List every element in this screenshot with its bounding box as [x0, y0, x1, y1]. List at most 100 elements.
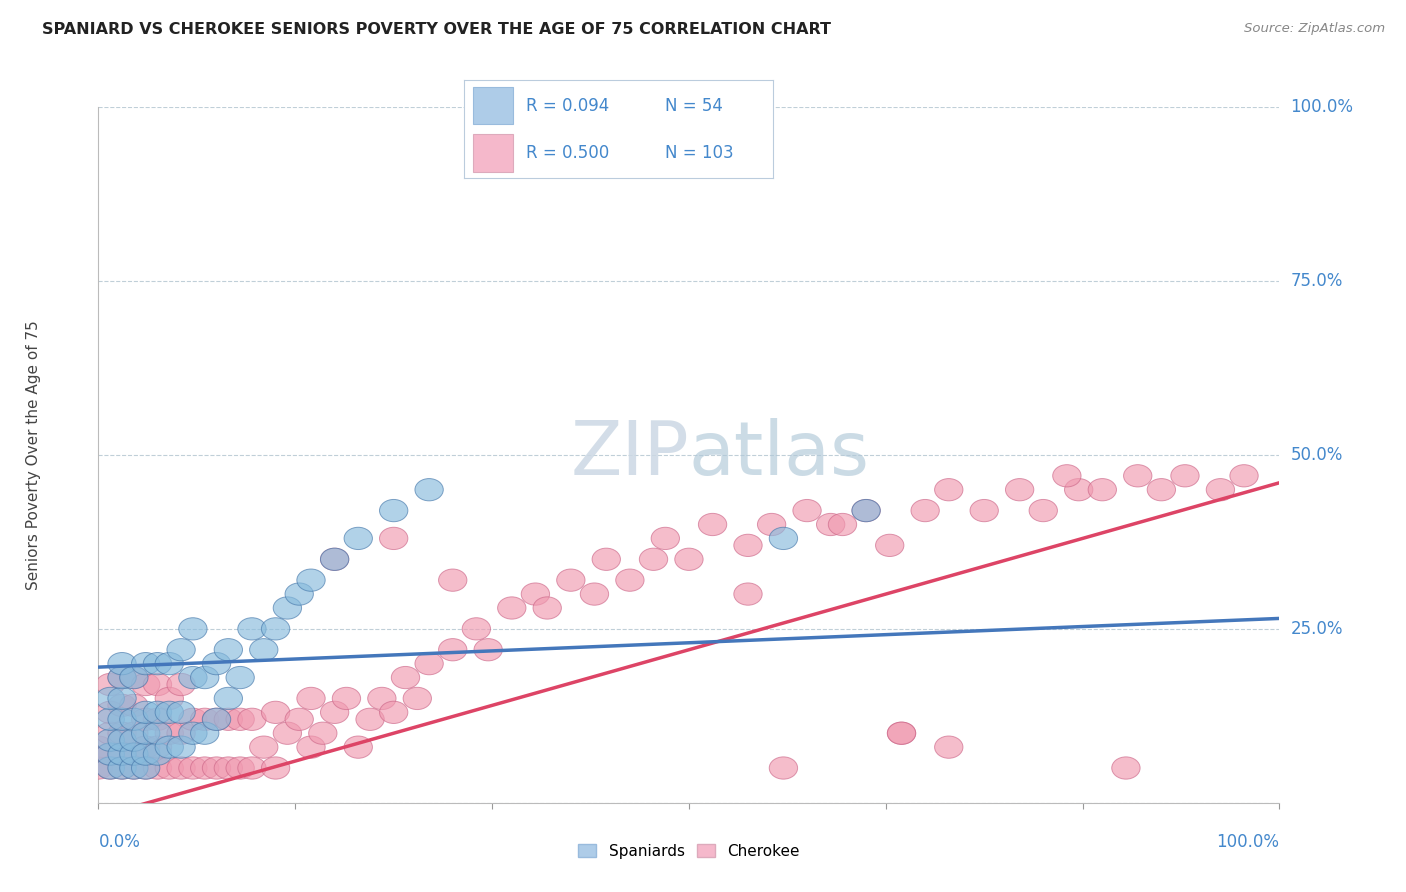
Ellipse shape [143, 743, 172, 765]
Ellipse shape [214, 639, 242, 661]
Ellipse shape [332, 688, 360, 709]
Ellipse shape [852, 500, 880, 522]
Ellipse shape [120, 723, 148, 744]
Text: 25.0%: 25.0% [1291, 620, 1343, 638]
Ellipse shape [1147, 479, 1175, 500]
Ellipse shape [167, 639, 195, 661]
Ellipse shape [143, 653, 172, 674]
Ellipse shape [557, 569, 585, 591]
Ellipse shape [297, 736, 325, 758]
Ellipse shape [769, 757, 797, 779]
Text: atlas: atlas [689, 418, 870, 491]
Ellipse shape [96, 701, 124, 723]
Ellipse shape [439, 639, 467, 661]
Ellipse shape [616, 569, 644, 591]
Text: R = 0.500: R = 0.500 [526, 144, 609, 161]
Ellipse shape [404, 688, 432, 709]
Text: SPANIARD VS CHEROKEE SENIORS POVERTY OVER THE AGE OF 75 CORRELATION CHART: SPANIARD VS CHEROKEE SENIORS POVERTY OVE… [42, 22, 831, 37]
Ellipse shape [155, 757, 183, 779]
Ellipse shape [1206, 479, 1234, 500]
Ellipse shape [321, 549, 349, 570]
Ellipse shape [651, 527, 679, 549]
Ellipse shape [498, 597, 526, 619]
Ellipse shape [108, 708, 136, 731]
Text: 0.0%: 0.0% [98, 833, 141, 851]
Ellipse shape [108, 688, 136, 709]
Ellipse shape [120, 666, 148, 689]
Ellipse shape [474, 639, 502, 661]
Ellipse shape [285, 708, 314, 731]
Ellipse shape [202, 708, 231, 731]
Ellipse shape [734, 583, 762, 605]
Ellipse shape [132, 757, 160, 779]
Ellipse shape [167, 673, 195, 696]
Ellipse shape [1005, 479, 1033, 500]
Ellipse shape [179, 723, 207, 744]
Ellipse shape [167, 701, 195, 723]
Ellipse shape [226, 757, 254, 779]
Ellipse shape [297, 688, 325, 709]
Ellipse shape [120, 757, 148, 779]
Ellipse shape [108, 729, 136, 751]
Ellipse shape [344, 527, 373, 549]
Text: Seniors Poverty Over the Age of 75: Seniors Poverty Over the Age of 75 [25, 320, 41, 590]
Ellipse shape [1123, 465, 1152, 487]
Ellipse shape [108, 743, 136, 765]
Ellipse shape [463, 618, 491, 640]
Ellipse shape [120, 743, 148, 765]
Ellipse shape [179, 757, 207, 779]
Ellipse shape [321, 549, 349, 570]
Ellipse shape [380, 527, 408, 549]
Ellipse shape [191, 708, 219, 731]
Ellipse shape [250, 736, 278, 758]
Ellipse shape [132, 708, 160, 731]
Ellipse shape [132, 653, 160, 674]
Ellipse shape [226, 708, 254, 731]
Ellipse shape [96, 757, 124, 779]
Text: ZIP: ZIP [571, 418, 689, 491]
Ellipse shape [238, 708, 266, 731]
Ellipse shape [120, 708, 148, 731]
Ellipse shape [911, 500, 939, 522]
Ellipse shape [321, 701, 349, 723]
Ellipse shape [96, 757, 124, 779]
Ellipse shape [273, 597, 301, 619]
Ellipse shape [191, 723, 219, 744]
Ellipse shape [380, 500, 408, 522]
Ellipse shape [415, 479, 443, 500]
Ellipse shape [250, 639, 278, 661]
Ellipse shape [214, 757, 242, 779]
Ellipse shape [96, 673, 124, 696]
Ellipse shape [108, 757, 136, 779]
Text: 100.0%: 100.0% [1291, 98, 1354, 116]
Text: 75.0%: 75.0% [1291, 272, 1343, 290]
Ellipse shape [155, 723, 183, 744]
Text: 100.0%: 100.0% [1216, 833, 1279, 851]
Ellipse shape [380, 701, 408, 723]
Ellipse shape [1064, 479, 1092, 500]
Ellipse shape [1053, 465, 1081, 487]
Ellipse shape [238, 757, 266, 779]
Ellipse shape [132, 673, 160, 696]
Ellipse shape [179, 666, 207, 689]
Ellipse shape [143, 701, 172, 723]
Ellipse shape [120, 694, 148, 716]
Ellipse shape [356, 708, 384, 731]
Ellipse shape [273, 723, 301, 744]
Ellipse shape [155, 653, 183, 674]
Ellipse shape [108, 666, 136, 689]
Ellipse shape [581, 583, 609, 605]
Ellipse shape [96, 743, 124, 765]
Ellipse shape [120, 729, 148, 751]
Ellipse shape [120, 666, 148, 689]
Ellipse shape [155, 701, 183, 723]
Ellipse shape [533, 597, 561, 619]
Ellipse shape [852, 500, 880, 522]
Ellipse shape [143, 757, 172, 779]
Ellipse shape [202, 708, 231, 731]
Ellipse shape [793, 500, 821, 522]
Ellipse shape [758, 514, 786, 535]
Ellipse shape [935, 736, 963, 758]
Ellipse shape [96, 688, 124, 709]
Ellipse shape [368, 688, 396, 709]
